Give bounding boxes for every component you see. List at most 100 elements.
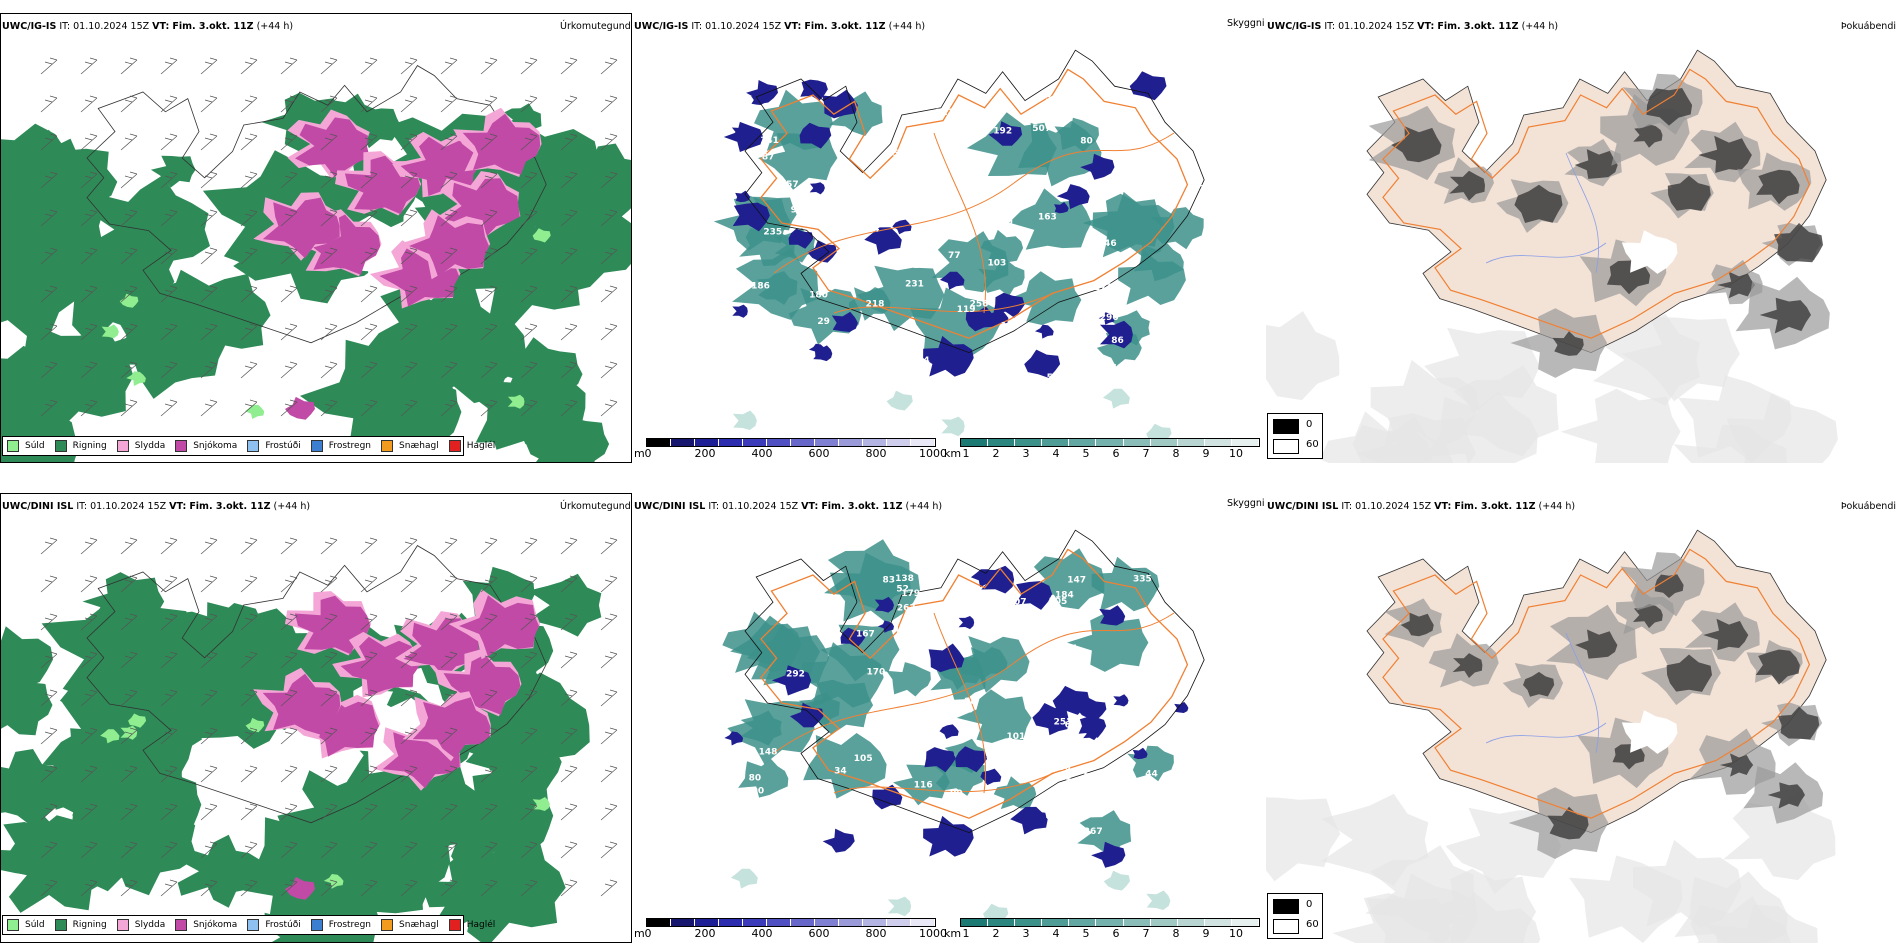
legend-item: Snæhagl: [381, 440, 439, 452]
colorbar-unit: m: [634, 927, 645, 940]
station-value: 240: [978, 373, 997, 383]
precip-map-row2: [1, 494, 631, 942]
station-value: 335: [1133, 575, 1152, 585]
fog-legend-label: 0: [1306, 419, 1313, 430]
colorbar-unit: km: [944, 927, 962, 940]
station-value: 73: [1039, 93, 1052, 103]
station-value: 235: [763, 227, 782, 237]
station-value: 192: [993, 127, 1012, 137]
station-value: 141: [760, 136, 779, 146]
legend-swatch: [7, 440, 19, 452]
colorbar-tick: 9: [1202, 927, 1210, 940]
colorbar-tick: 1000: [919, 927, 947, 940]
station-value: 90: [950, 789, 963, 799]
legend-item: Frostregn: [310, 440, 372, 452]
it-value: 01.10.2024 15Z: [1338, 21, 1415, 32]
visibility-panel-type-label: Skyggni: [1227, 18, 1265, 29]
road-network: [760, 548, 1189, 819]
station-value: 200: [754, 352, 773, 362]
legend-swatch: [116, 440, 129, 452]
fog-legend-swatch: [1273, 899, 1299, 914]
station-value: 115: [1001, 322, 1020, 332]
legend-item: Snjókoma: [175, 440, 237, 452]
legend-item: Slydda: [116, 919, 165, 931]
station-value: 76: [1070, 856, 1083, 866]
station-value: 148: [759, 748, 778, 758]
colorbar-tick: 0: [644, 447, 652, 460]
station-value: 113: [955, 706, 974, 716]
station-value: 29: [817, 317, 830, 327]
vt-label: VT:: [784, 21, 802, 32]
fog-legend-swatch: [1273, 439, 1299, 454]
model-label: UWC/IG-IS: [1267, 21, 1322, 32]
legend-item: Haglél: [448, 440, 495, 452]
precip-panel-type-label: Úrkomutegund: [560, 21, 631, 32]
lead-time: (+44 h): [888, 21, 926, 32]
legend-swatch: [54, 919, 67, 931]
legend-item: Frostregn: [310, 919, 371, 931]
colorbar-tick: 200: [694, 447, 716, 460]
legend-label: Frostregn: [328, 441, 372, 451]
station-value: 88: [964, 697, 977, 707]
it-label: IT:: [59, 21, 71, 32]
station-value: 296: [1100, 313, 1119, 323]
colorbar-tick: 10: [1229, 447, 1243, 460]
station-value: 267: [1084, 827, 1103, 837]
legend-label: Slydda: [134, 441, 166, 451]
colorbar-strip: [646, 918, 936, 927]
coastline: [86, 65, 547, 344]
fog-legend-label: 60: [1306, 439, 1319, 450]
legend-swatch: [247, 919, 260, 931]
colorbar-tick: 2: [992, 447, 1000, 460]
station-value: 69: [1065, 721, 1078, 731]
road-network: [1382, 68, 1811, 339]
station-value: 57: [786, 180, 799, 190]
station-value: 76: [1066, 778, 1079, 788]
station-value: 179: [901, 589, 920, 599]
legend-label: Frostúði: [265, 441, 301, 451]
fog-index-area: [1368, 73, 1830, 378]
legend-swatch: [175, 919, 188, 931]
visibility-panel-row2: 138 166 80 93 101 54 76 147 117 148 160 69 170 100 103…: [634, 493, 1264, 943]
station-value: 197: [1063, 856, 1082, 866]
legend-swatch: [247, 440, 260, 452]
it-value: 01.10.2024 15Z: [705, 21, 782, 32]
lead-time: (+44 h): [905, 501, 943, 512]
station-value: 77: [948, 251, 961, 261]
legend-swatch: [448, 919, 461, 931]
station-value: 232: [770, 385, 789, 395]
vt-value: Fim. 3.okt. 11Z: [1454, 501, 1536, 512]
station-value: 107: [1008, 598, 1027, 608]
colorbar-tick: 10: [1229, 927, 1243, 940]
legend-label: Rigning: [72, 441, 107, 451]
station-value: 119: [957, 305, 976, 315]
station-value: 154: [911, 356, 930, 366]
station-value: 48: [1158, 645, 1171, 655]
legend-label: Snjókoma: [193, 441, 238, 451]
wind-barbs: [40, 537, 618, 897]
station-value: 59: [1177, 776, 1190, 786]
model-label: UWC/IG-IS: [2, 21, 57, 32]
model-label: UWC/DINI ISL: [634, 501, 706, 512]
model-label: UWC/DINI ISL: [2, 501, 74, 512]
vt-value: Fim. 3.okt. 11Z: [172, 21, 254, 32]
station-value: 80: [1080, 137, 1093, 147]
legend-item: Haglél: [448, 919, 495, 931]
colorbar-tick: 8: [1172, 927, 1180, 940]
station-value: 277: [1094, 283, 1113, 293]
station-value: 10: [1068, 722, 1081, 732]
station-value: 121: [935, 108, 954, 118]
fog-panel-row2: [1266, 493, 1900, 943]
legend-swatch: [7, 919, 19, 931]
station-value: 86: [1111, 336, 1124, 346]
station-value: 76: [960, 800, 973, 810]
vt-label: VT:: [1417, 21, 1435, 32]
fog-legend-row2: 0 60: [1267, 893, 1323, 939]
lead-time: (+44 h): [1521, 21, 1559, 32]
station-value: 263: [897, 603, 916, 613]
elevation-area: [724, 565, 1189, 868]
station-value: 40: [1000, 218, 1013, 228]
visibility-colorbar-row2: km 1 2 3 4 5 6 7 8 9 10: [944, 918, 1266, 942]
legend-label: Snæhagl: [399, 441, 439, 451]
visibility-panel-header-row1: UWC/IG-IS IT: 01.10.2024 15Z VT: Fim. 3.…: [634, 20, 925, 34]
